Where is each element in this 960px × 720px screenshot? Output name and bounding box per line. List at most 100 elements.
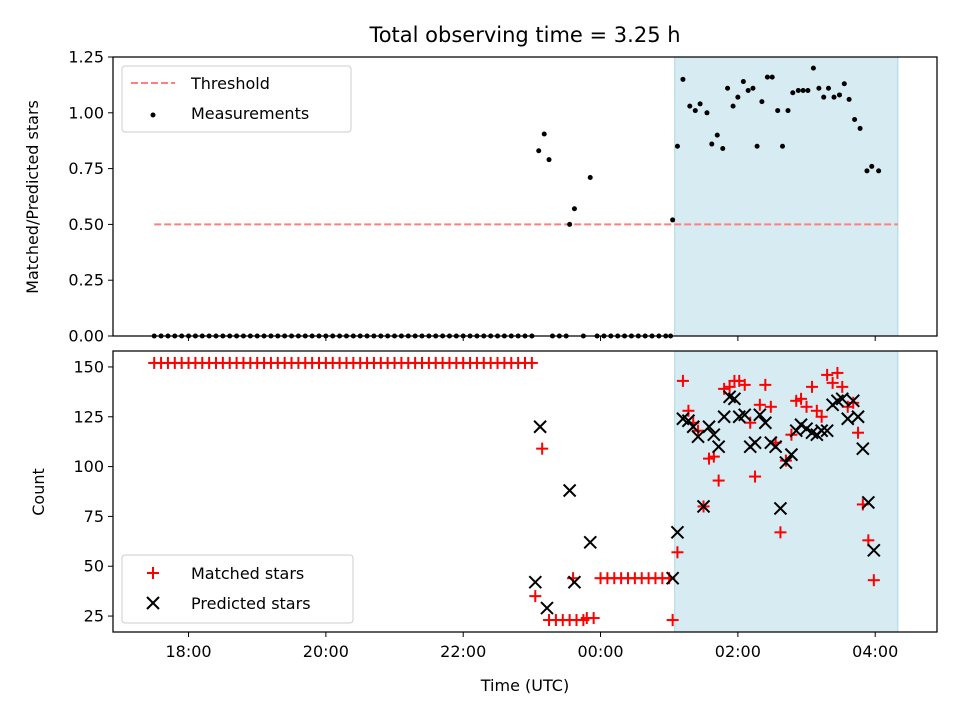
ratio-axes: 0.00 0.25 0.50 0.75 1.00 1.25 [68, 48, 876, 346]
count-ylabel: Count [29, 468, 48, 516]
matched-star-marker [774, 526, 787, 539]
measurement-point [876, 168, 882, 174]
measurement-point [800, 87, 806, 93]
matched-star-marker [831, 366, 844, 379]
matched-star-marker [800, 400, 813, 413]
predicted-star-marker [861, 495, 876, 510]
matched-star-marker [671, 546, 684, 559]
predicted-star-marker [562, 483, 577, 498]
measurement-point [714, 132, 720, 138]
matched-star-marker [718, 382, 731, 395]
count-plot-frame [112, 350, 938, 633]
measurement-point [831, 94, 837, 100]
predicted-star-marker [533, 420, 547, 434]
predicted-star-marker [686, 420, 700, 434]
observing-span-top [674, 56, 899, 337]
measurement-point [869, 163, 875, 169]
predicted-star-marker [846, 394, 860, 408]
measurement-point [546, 157, 552, 163]
measurement-point [759, 99, 765, 105]
measurement-point [725, 85, 731, 91]
predicted-star-marker [768, 439, 783, 454]
count-axes: 25 50 75 100 125 150 18:00 20:00 22:00 00:00 02:00… [73, 357, 898, 661]
matched-star-marker [852, 426, 865, 439]
ratio-ytick-label: 1.00 [68, 103, 104, 122]
matched-star-marker [749, 470, 762, 483]
measurement-point [846, 96, 852, 102]
matched-star-marker [836, 380, 849, 393]
measurement-point [567, 221, 573, 227]
predicted-star-marker [540, 601, 554, 615]
measurement-point [864, 168, 870, 174]
predicted-star-marker [867, 543, 881, 557]
measurement-point [852, 116, 858, 122]
ratio-plot-frame [112, 56, 938, 337]
predicted-star-marker [856, 441, 870, 456]
matched-star-marker [867, 574, 880, 587]
measurement-point [730, 103, 736, 109]
matched-star-marker [525, 356, 538, 369]
matched-star-marker [536, 442, 549, 455]
predicted-star-marker [835, 392, 849, 406]
predicted-star-marker [799, 422, 814, 436]
measurement-point [841, 81, 847, 87]
measurement-point [790, 90, 796, 96]
ratio-highlight-span [674, 56, 899, 337]
measurement-point [805, 87, 811, 93]
measurement-point [750, 85, 756, 91]
predicted-star-marker [820, 424, 834, 438]
count-xtick-label: 18:00 [165, 642, 211, 661]
predicted-star-marker [748, 435, 762, 450]
measurement-point [740, 79, 746, 85]
x-axis-label: Time (UTC) [480, 676, 569, 695]
matched-star-marker [529, 590, 542, 603]
predicted-star-marker [784, 447, 799, 462]
measurement-point [687, 103, 693, 109]
ratio-ytick-label: 0.50 [68, 215, 104, 234]
measurement-point [754, 143, 760, 149]
measurement-point [692, 108, 698, 114]
count-xtick-label: 00:00 [577, 642, 623, 661]
legend-matched-swatch [147, 567, 159, 579]
predicted-star-marker [717, 410, 731, 424]
count-marks [148, 356, 881, 627]
observing-span-bottom [674, 350, 899, 633]
measurement-point [810, 65, 816, 71]
legend-measurements-swatch [150, 112, 156, 118]
measurement-point [536, 148, 542, 154]
measurement-point [680, 76, 686, 82]
measurement-point [587, 175, 593, 181]
predicted-star-marker [753, 408, 767, 422]
measurement-point [720, 146, 726, 152]
count-legend: Matched stars Predicted stars [121, 554, 354, 624]
measurement-point [775, 108, 781, 114]
ratio-legend-box [121, 65, 352, 133]
measurement-point [704, 110, 710, 116]
ratio-ytick-label: 0.00 [68, 327, 104, 346]
measurement-point [697, 101, 703, 107]
legend-predicted-label: Predicted stars [191, 594, 311, 613]
predicted-star-marker [841, 412, 855, 426]
predicted-star-marker [670, 525, 685, 540]
measurement-point [674, 143, 680, 149]
matched-star-marker [826, 376, 839, 389]
predicted-star-marker [711, 439, 726, 454]
matched-star-marker [806, 380, 819, 393]
matched-star-marker [587, 612, 600, 625]
measurement-point [785, 108, 791, 114]
count-legend-box [121, 554, 354, 624]
predicted-star-marker [665, 571, 680, 585]
ratio-panel: 0.00 0.25 0.50 0.75 1.00 1.25 Matched/Predict… [23, 48, 938, 346]
count-xtick-label: 22:00 [440, 642, 486, 661]
legend-matched-label: Matched stars [191, 564, 304, 583]
matched-star-marker [753, 398, 766, 411]
measurement-point [826, 85, 832, 91]
predicted-star-marker [794, 418, 808, 432]
measurement-point [541, 131, 547, 137]
predicted-star-marker [851, 410, 865, 424]
legend-predicted-swatch [146, 596, 160, 610]
predicted-star-marker [696, 499, 711, 514]
measurement-point [821, 94, 827, 100]
measurement-point [571, 206, 577, 212]
